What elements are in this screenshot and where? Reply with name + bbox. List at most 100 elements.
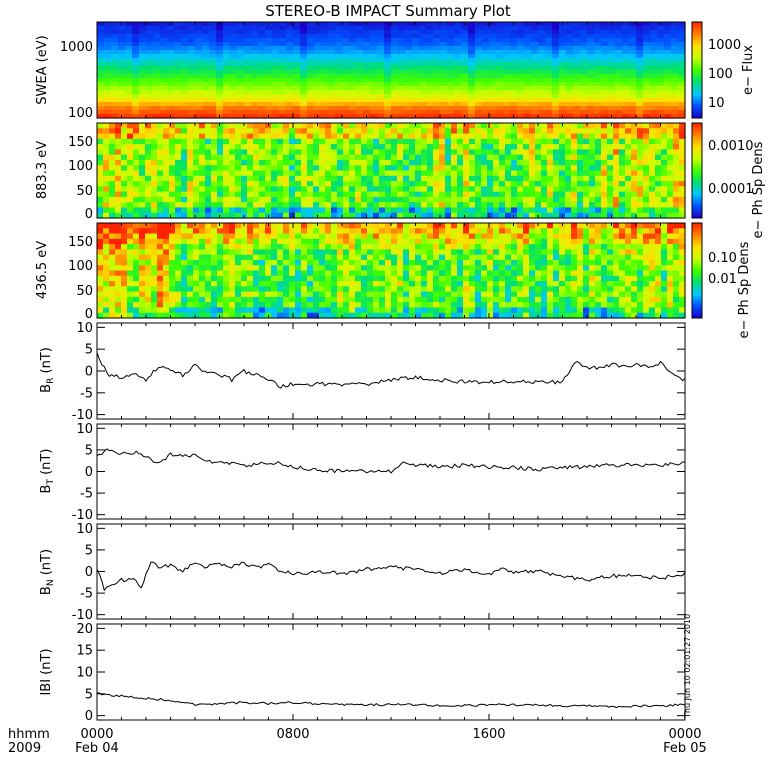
heatmap-cell — [223, 78, 231, 83]
heatmap-cell — [553, 207, 560, 214]
heatmap-cell — [167, 54, 175, 59]
heatmap-cell — [97, 170, 104, 177]
heatmap-cell — [343, 196, 350, 203]
heatmap-cell — [121, 286, 128, 293]
heatmap-cell — [577, 196, 584, 203]
heatmap-cell — [301, 281, 308, 287]
heatmap-cell — [391, 223, 398, 229]
heatmap-cell — [637, 181, 644, 187]
heatmap-cell — [342, 26, 350, 31]
heatmap-cell — [419, 38, 427, 43]
heatmap-cell — [433, 223, 440, 229]
heatmap-cell — [111, 114, 119, 119]
heatmap-cell — [594, 114, 602, 119]
heatmap-cell — [552, 38, 560, 43]
heatmap-cell — [181, 223, 188, 229]
heatmap-cell — [398, 70, 406, 75]
heatmap-cell — [622, 42, 630, 47]
heatmap-cell — [295, 159, 302, 166]
heatmap-cell — [163, 275, 170, 282]
heatmap-cell — [370, 114, 378, 119]
heatmap-cell — [489, 22, 497, 27]
heatmap-cell — [160, 90, 168, 95]
heatmap-cell — [589, 196, 596, 203]
heatmap-cell — [355, 275, 362, 282]
heatmap-cell — [531, 90, 539, 95]
heatmap-cell — [457, 259, 464, 266]
heatmap-cell — [463, 207, 470, 214]
heatmap-cell — [373, 254, 380, 261]
heatmap-cell — [349, 50, 357, 55]
heatmap-cell — [391, 238, 398, 245]
heatmap-cell — [505, 196, 512, 203]
heatmap-cell — [328, 62, 336, 67]
heatmap-cell — [608, 110, 616, 115]
heatmap-cell — [601, 38, 609, 43]
heatmap-cell — [426, 46, 434, 51]
heatmap-cell — [496, 46, 504, 51]
heatmap-cell — [657, 82, 665, 87]
heatmap-cell — [145, 307, 152, 314]
heatmap-cell — [531, 30, 539, 35]
heatmap-cell — [370, 94, 378, 99]
heatmap-cell — [370, 110, 378, 115]
heatmap-cell — [295, 281, 302, 287]
heatmap-cell — [475, 62, 483, 67]
heatmap-cell — [133, 149, 140, 156]
heatmap-cell — [363, 106, 371, 111]
heatmap-cell — [277, 270, 284, 277]
heatmap-cell — [577, 144, 584, 150]
heatmap-cell — [132, 110, 140, 115]
heatmap-cell — [223, 123, 230, 129]
heatmap-cell — [343, 154, 350, 161]
heatmap-cell — [650, 82, 658, 87]
heatmap-cell — [193, 175, 200, 182]
heatmap-cell — [397, 202, 404, 209]
heatmap-cell — [589, 202, 596, 209]
heatmap-cell — [169, 181, 176, 187]
heatmap-cell — [595, 133, 602, 140]
heatmap-cell — [211, 275, 218, 282]
heatmap-cell — [421, 212, 428, 219]
heatmap-cell — [419, 82, 427, 87]
heatmap-cell — [241, 149, 248, 156]
heatmap-cell — [307, 154, 314, 161]
heatmap-cell — [482, 74, 490, 79]
heatmap-cell — [678, 22, 686, 27]
heatmap-cell — [301, 223, 308, 229]
heatmap-cell — [115, 186, 122, 193]
heatmap-cell — [415, 181, 422, 187]
heatmap-cell — [409, 228, 416, 235]
heatmap-cell — [601, 46, 609, 51]
heatmap-cell — [251, 46, 259, 51]
heatmap-cell — [127, 312, 134, 319]
heatmap-cell — [127, 270, 134, 277]
heatmap-cell — [163, 223, 170, 229]
heatmap-cell — [657, 54, 665, 59]
heatmap-cell — [127, 186, 134, 193]
heatmap-cell — [325, 275, 332, 282]
heatmap-cell — [109, 312, 116, 319]
heatmap-cell — [636, 46, 644, 51]
heatmap-cell — [343, 165, 350, 172]
heatmap-cell — [283, 223, 290, 229]
heatmap-cell — [481, 133, 488, 140]
heatmap-cell — [403, 181, 410, 187]
heatmap-cell — [188, 54, 196, 59]
heatmap-cell — [175, 212, 182, 219]
heatmap-cell — [181, 74, 189, 79]
heatmap-cell — [321, 30, 329, 35]
heatmap-cell — [661, 138, 668, 145]
heatmap-cell — [433, 175, 440, 182]
heatmap-cell — [391, 191, 398, 198]
heatmap-cell — [335, 22, 343, 27]
heatmap-cell — [433, 58, 441, 63]
heatmap-cell — [223, 114, 231, 119]
heatmap-cell — [415, 165, 422, 172]
heatmap-cell — [451, 223, 458, 229]
heatmap-cell — [503, 94, 511, 99]
heatmap-cell — [577, 191, 584, 198]
heatmap-cell — [426, 50, 434, 55]
heatmap-cell — [547, 159, 554, 166]
heatmap-cell — [391, 228, 398, 235]
